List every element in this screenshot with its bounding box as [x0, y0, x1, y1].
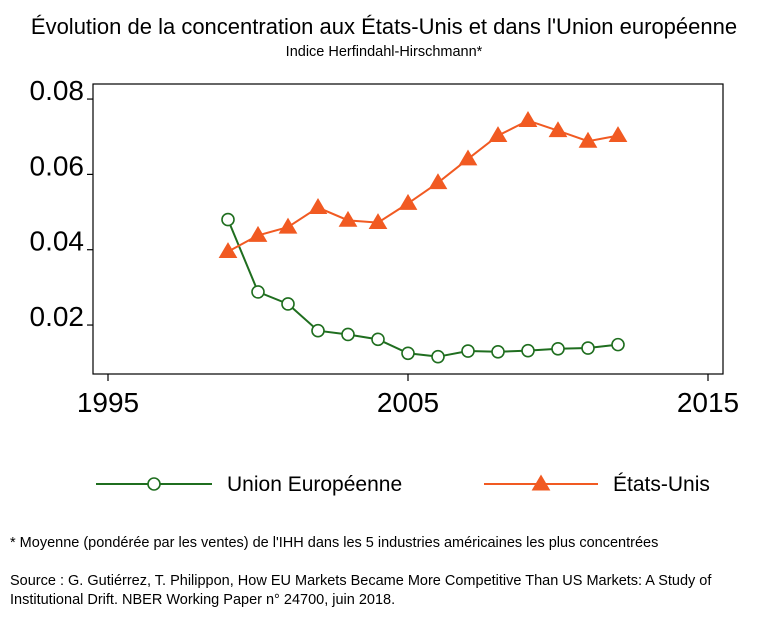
- data-point: [401, 346, 415, 361]
- legend-label: Union Européenne: [227, 473, 402, 496]
- data-point: [458, 149, 478, 166]
- data-point: [371, 332, 385, 347]
- data-point: [368, 213, 388, 230]
- data-point: [248, 225, 268, 242]
- data-point: [491, 344, 505, 359]
- data-point: [398, 193, 418, 210]
- y-tick-label: 0.08: [30, 75, 85, 106]
- footnote: * Moyenne (pondérée par les ventes) de l…: [10, 535, 659, 551]
- y-tick-label: 0.06: [30, 150, 85, 181]
- legend: Union Européenne États-Unis: [96, 473, 710, 496]
- data-point: [551, 341, 565, 356]
- chart-subtitle: Indice Herfindahl-Hirschmann*: [286, 44, 483, 60]
- data-point: [218, 242, 238, 259]
- series-line: [227, 219, 619, 358]
- series-etats-unis: [218, 111, 628, 259]
- series-union-europeenne: [221, 212, 625, 364]
- data-point: [521, 343, 535, 358]
- data-point: [278, 217, 298, 234]
- data-point: [488, 126, 508, 143]
- x-tick-label: 1995: [77, 387, 139, 418]
- source-citation: Source : G. Gutiérrez, T. Philippon, How…: [10, 573, 712, 608]
- data-point: [608, 126, 628, 143]
- legend-item: États-Unis: [484, 473, 710, 496]
- legend-marker: [531, 474, 551, 491]
- data-point: [611, 337, 625, 352]
- data-point: [578, 131, 598, 148]
- data-point: [428, 173, 448, 190]
- data-point: [581, 341, 595, 355]
- data-point: [461, 344, 475, 358]
- data-point: [548, 121, 568, 138]
- data-point: [341, 327, 355, 342]
- series-line: [227, 119, 619, 253]
- x-tick-label: 2005: [377, 387, 439, 418]
- data-point: [431, 349, 445, 364]
- legend-item: Union Européenne: [96, 473, 402, 496]
- x-tick-label: 2015: [677, 387, 739, 418]
- data-point: [221, 212, 235, 227]
- data-point: [311, 323, 325, 338]
- legend-marker: [147, 477, 161, 491]
- chart-title: Évolution de la concentration aux États-…: [31, 14, 737, 39]
- data-point: [251, 285, 265, 299]
- data-point: [338, 210, 358, 227]
- data-point: [518, 111, 538, 127]
- y-tick-label: 0.04: [30, 226, 85, 257]
- y-tick-label: 0.02: [30, 301, 85, 332]
- data-point: [308, 198, 328, 214]
- legend-label: États-Unis: [613, 473, 710, 496]
- plot-frame: [92, 83, 724, 375]
- data-point: [281, 297, 295, 311]
